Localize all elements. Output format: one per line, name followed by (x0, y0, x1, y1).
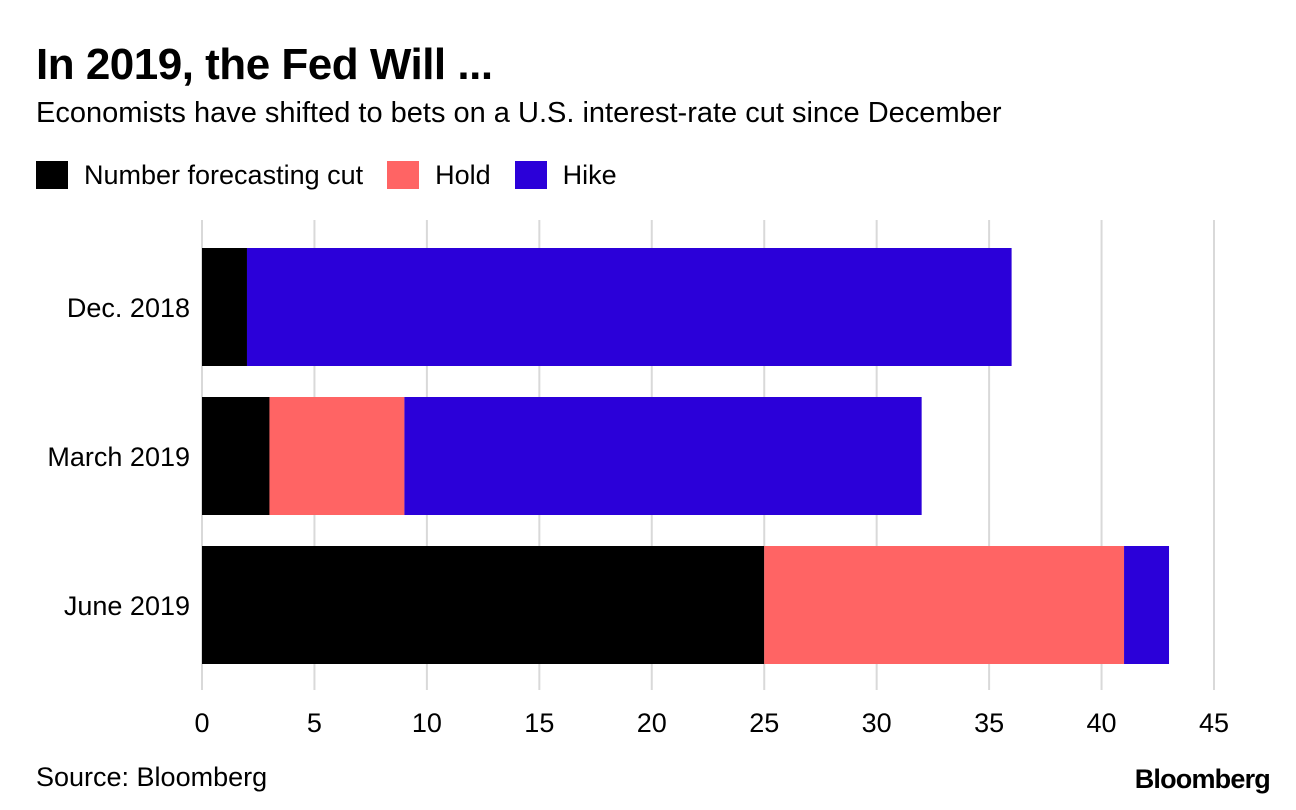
category-label: March 2019 (47, 442, 190, 472)
x-tick-label: 0 (194, 708, 209, 738)
bar-segment (246, 248, 1012, 366)
bar-segment (1124, 546, 1170, 664)
chart-title: In 2019, the Fed Will ... (36, 40, 493, 89)
bars (202, 248, 1170, 664)
legend-item-hike: Hike (514, 159, 617, 191)
legend-label-hold: Hold (435, 159, 491, 190)
category-label: June 2019 (64, 591, 190, 621)
x-tick-label: 25 (749, 708, 779, 738)
x-axis-ticks: 0 5 10 15 20 25 30 35 40 45 (194, 708, 1229, 738)
x-tick-label: 35 (974, 708, 1004, 738)
legend: Number forecasting cut Hold Hike (36, 158, 641, 192)
chart-subtitle: Economists have shifted to bets on a U.S… (36, 97, 1002, 129)
bar-segment (202, 248, 247, 366)
legend-swatch-cut (36, 161, 68, 189)
legend-label-hike: Hike (562, 159, 617, 190)
legend-swatch-hike (514, 161, 547, 189)
source-note: Source: Bloomberg (36, 762, 268, 792)
category-labels: Dec. 2018 March 2019 June 2019 (47, 293, 190, 621)
legend-item-cut: Number forecasting cut (36, 160, 363, 191)
bar-segment (202, 546, 765, 664)
legend-item-hold: Hold (387, 160, 491, 191)
category-label: Dec. 2018 (67, 293, 190, 323)
brand-logo: Bloomberg (1134, 764, 1271, 794)
legend-swatch-hold (387, 161, 420, 189)
bar-segment (269, 397, 405, 515)
x-tick-label: 45 (1199, 708, 1229, 738)
x-tick-label: 30 (862, 708, 892, 738)
bar-segment (764, 546, 1125, 664)
legend-label-cut: Number forecasting cut (84, 159, 364, 190)
bar-segment (404, 397, 922, 515)
x-tick-label: 15 (524, 708, 554, 738)
bar-segment (202, 397, 270, 515)
x-tick-label: 20 (637, 708, 667, 738)
x-tick-label: 10 (412, 708, 442, 738)
x-tick-label: 40 (1087, 708, 1117, 738)
x-tick-label: 5 (307, 708, 322, 738)
